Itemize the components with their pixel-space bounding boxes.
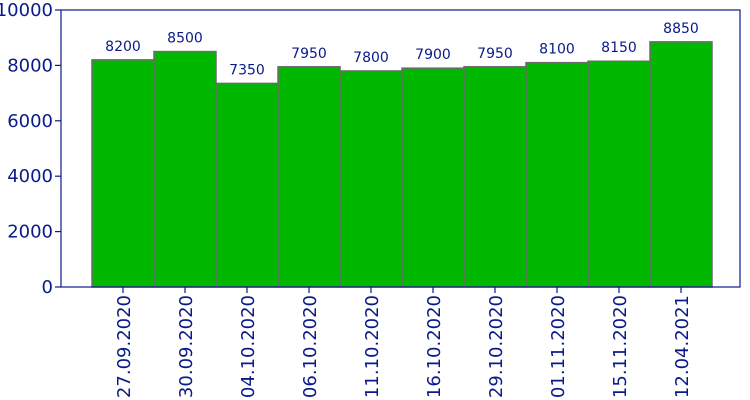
x-tick-label: 30.09.2020: [176, 295, 197, 398]
y-tick-label: 2000: [7, 222, 53, 243]
x-tick-label: 04.10.2020: [238, 295, 259, 398]
data-label: 7950: [291, 46, 327, 62]
x-tick-label: 12.04.2021: [672, 295, 693, 398]
x-tick-label: 06.10.2020: [300, 295, 321, 398]
bar: [91, 59, 155, 288]
x-tick-label: 15.11.2020: [610, 295, 631, 398]
data-label: 7900: [415, 47, 451, 63]
x-tick-label: 29.10.2020: [486, 295, 507, 398]
data-label: 8150: [601, 40, 637, 56]
axes-group: [60, 9, 741, 288]
bar: [215, 82, 279, 288]
data-label: 7950: [477, 46, 513, 62]
y-tick-label: 6000: [7, 111, 53, 132]
y-ticks-group: 0 2000 4000 6000 8000 10000: [0, 0, 61, 298]
bar: [587, 60, 651, 288]
data-label: 7350: [229, 62, 265, 78]
y-tick-label: 0: [42, 277, 53, 298]
data-label: 8200: [105, 39, 141, 55]
bar: [277, 66, 341, 288]
data-label: 7800: [353, 50, 389, 66]
data-label: 8100: [539, 42, 575, 58]
bar: [463, 66, 527, 288]
data-label: 8850: [663, 21, 699, 37]
x-ticks-group: 27.09.2020 30.09.2020 04.10.2020 06.10.2020…: [114, 287, 693, 398]
bar: [649, 41, 713, 288]
bar: [339, 70, 403, 288]
data-labels-group: 8200 8500 7350 7950 7800 7900 7950 8100 8150 8850: [105, 21, 699, 79]
x-tick-label: 01.11.2020: [548, 295, 569, 398]
y-tick-label: 4000: [7, 166, 53, 187]
bar: [153, 50, 217, 288]
bar: [401, 67, 465, 288]
x-tick-label: 27.09.2020: [114, 295, 135, 398]
x-tick-label: 11.10.2020: [362, 295, 383, 398]
x-tick-label: 16.10.2020: [424, 295, 445, 398]
bars-group: [91, 41, 713, 288]
plot-frame: [60, 9, 741, 288]
y-tick-label: 10000: [0, 0, 53, 21]
bar: [525, 61, 589, 288]
data-label: 8500: [167, 31, 203, 47]
y-tick-label: 8000: [7, 55, 53, 76]
